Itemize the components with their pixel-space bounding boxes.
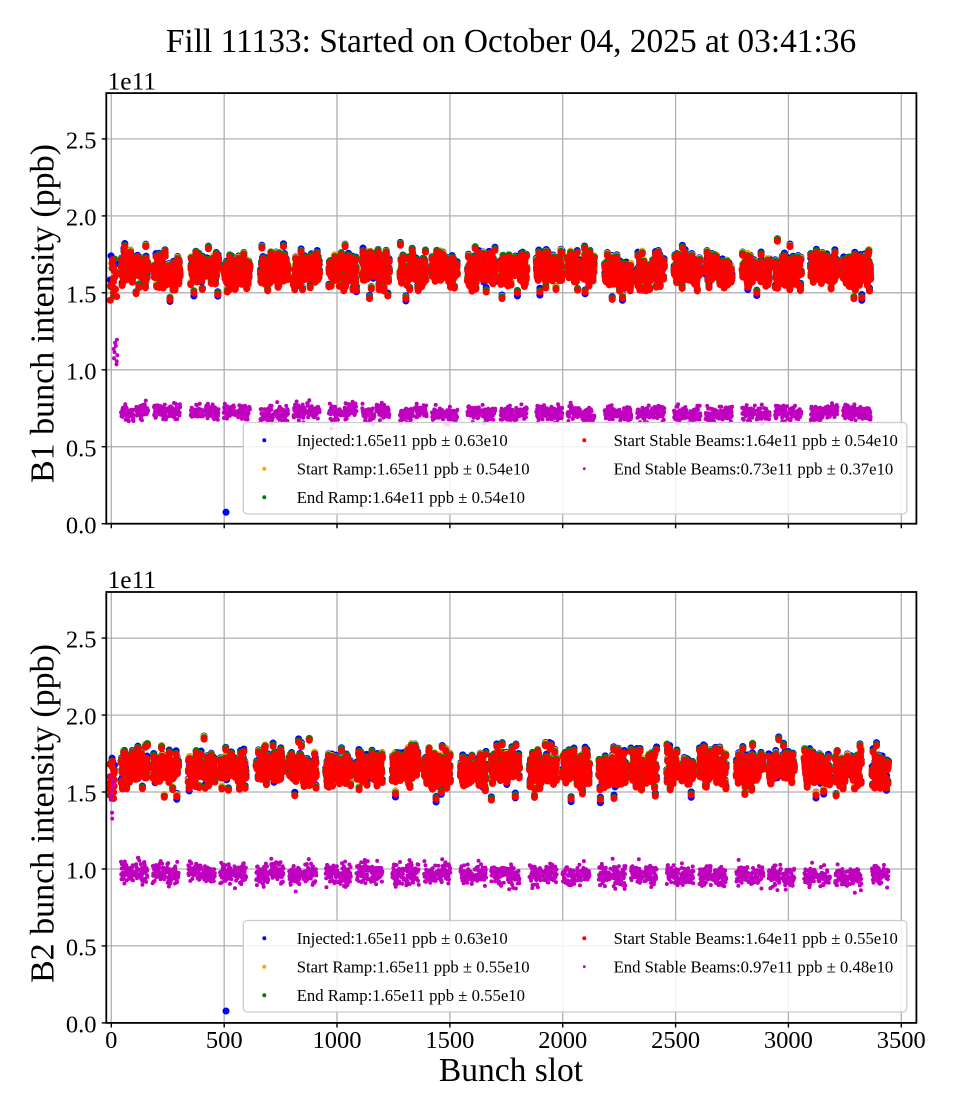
svg-text:3000: 3000 (764, 1027, 813, 1054)
svg-text:0.0: 0.0 (66, 512, 97, 539)
svg-text:Start Ramp:1.65e11 ppb ± 0.55e: Start Ramp:1.65e11 ppb ± 0.55e10 (297, 958, 530, 977)
svg-text:Fill 11133: Started on October: Fill 11133: Started on October 04, 2025 … (166, 23, 856, 60)
svg-text:Bunch slot: Bunch slot (439, 1052, 584, 1089)
svg-text:2500: 2500 (651, 1027, 700, 1054)
svg-text:Start Stable Beams:1.64e11 ppb: Start Stable Beams:1.64e11 ppb ± 0.54e10 (614, 431, 898, 450)
svg-text:1000: 1000 (313, 1027, 362, 1054)
svg-text:2000: 2000 (538, 1027, 587, 1054)
svg-text:1.0: 1.0 (66, 858, 97, 885)
svg-text:1e11: 1e11 (108, 66, 157, 95)
svg-text:Start Ramp:1.65e11 ppb ± 0.54e: Start Ramp:1.65e11 ppb ± 0.54e10 (297, 460, 530, 479)
svg-text:1500: 1500 (425, 1027, 474, 1054)
svg-text:End Ramp:1.64e11 ppb ± 0.54e10: End Ramp:1.64e11 ppb ± 0.54e10 (297, 488, 525, 507)
svg-text:Injected:1.65e11 ppb ± 0.63e10: Injected:1.65e11 ppb ± 0.63e10 (297, 929, 508, 948)
svg-text:1.5: 1.5 (66, 781, 97, 808)
svg-text:Injected:1.65e11 ppb ± 0.63e10: Injected:1.65e11 ppb ± 0.63e10 (297, 431, 508, 450)
svg-text:2.5: 2.5 (66, 128, 97, 155)
svg-text:2.0: 2.0 (66, 205, 97, 232)
svg-text:500: 500 (206, 1027, 243, 1054)
svg-text:3500: 3500 (877, 1027, 926, 1054)
svg-text:0.5: 0.5 (66, 435, 97, 462)
svg-text:End Stable Beams:0.73e11 ppb ±: End Stable Beams:0.73e11 ppb ± 0.37e10 (614, 460, 894, 479)
svg-text:1.5: 1.5 (66, 281, 97, 308)
svg-text:B2 bunch intensity (ppb): B2 bunch intensity (ppb) (25, 644, 62, 983)
svg-text:End Ramp:1.65e11 ppb ± 0.55e10: End Ramp:1.65e11 ppb ± 0.55e10 (297, 986, 525, 1005)
svg-text:1.0: 1.0 (66, 358, 97, 385)
svg-text:2.5: 2.5 (66, 627, 97, 654)
svg-text:2.0: 2.0 (66, 704, 97, 731)
svg-text:B1 bunch intensity (ppb): B1 bunch intensity (ppb) (25, 144, 62, 483)
svg-text:0.0: 0.0 (66, 1012, 97, 1039)
svg-text:0: 0 (105, 1027, 117, 1054)
svg-text:Start Stable Beams:1.64e11 ppb: Start Stable Beams:1.64e11 ppb ± 0.55e10 (614, 929, 898, 948)
svg-text:0.5: 0.5 (66, 935, 97, 962)
svg-text:1e11: 1e11 (108, 565, 157, 594)
svg-text:End Stable Beams:0.97e11 ppb ±: End Stable Beams:0.97e11 ppb ± 0.48e10 (614, 958, 894, 977)
